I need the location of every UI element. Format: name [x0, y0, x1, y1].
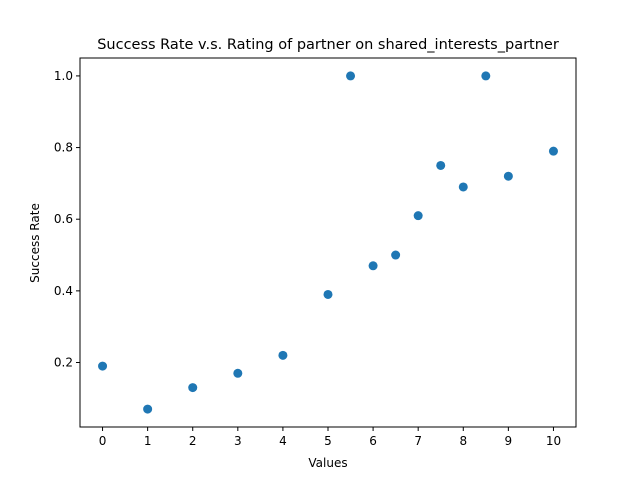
x-axis-ticks: 0 1 2 3 4 5 6 7 8 9 10	[99, 427, 561, 448]
y-tick-label: 0.2	[54, 356, 73, 370]
x-tick-label: 2	[189, 434, 197, 448]
data-point	[143, 404, 153, 414]
x-tick-label: 0	[99, 434, 107, 448]
x-tick-label: 8	[459, 434, 467, 448]
data-point	[368, 261, 378, 271]
x-tick-label: 7	[414, 434, 422, 448]
x-tick-label: 5	[324, 434, 332, 448]
x-tick-label: 6	[369, 434, 377, 448]
x-tick-label: 10	[546, 434, 561, 448]
y-axis-label: Success Rate	[28, 203, 42, 283]
x-tick-label: 3	[234, 434, 242, 448]
x-axis-label: Values	[308, 456, 347, 470]
data-point	[458, 182, 468, 192]
data-point	[98, 361, 108, 371]
data-point	[413, 211, 423, 221]
data-point	[188, 383, 198, 393]
x-tick-label: 4	[279, 434, 287, 448]
data-point	[278, 350, 288, 360]
y-tick-label: 1.0	[54, 69, 73, 83]
data-point	[436, 160, 446, 170]
data-point	[233, 368, 243, 378]
data-point	[503, 171, 513, 181]
data-point	[323, 289, 333, 299]
data-point	[346, 71, 356, 81]
y-tick-label: 0.8	[54, 141, 73, 155]
data-point	[548, 146, 558, 156]
x-tick-label: 1	[144, 434, 152, 448]
chart-title: Success Rate v.s. Rating of partner on s…	[97, 37, 559, 53]
x-tick-label: 9	[505, 434, 513, 448]
y-tick-label: 0.6	[54, 212, 73, 226]
data-point	[481, 71, 491, 81]
data-points	[98, 71, 558, 414]
y-tick-label: 0.4	[54, 284, 73, 298]
data-point	[391, 250, 401, 260]
y-axis-ticks: 0.2 0.4 0.6 0.8 1.0	[54, 69, 80, 370]
